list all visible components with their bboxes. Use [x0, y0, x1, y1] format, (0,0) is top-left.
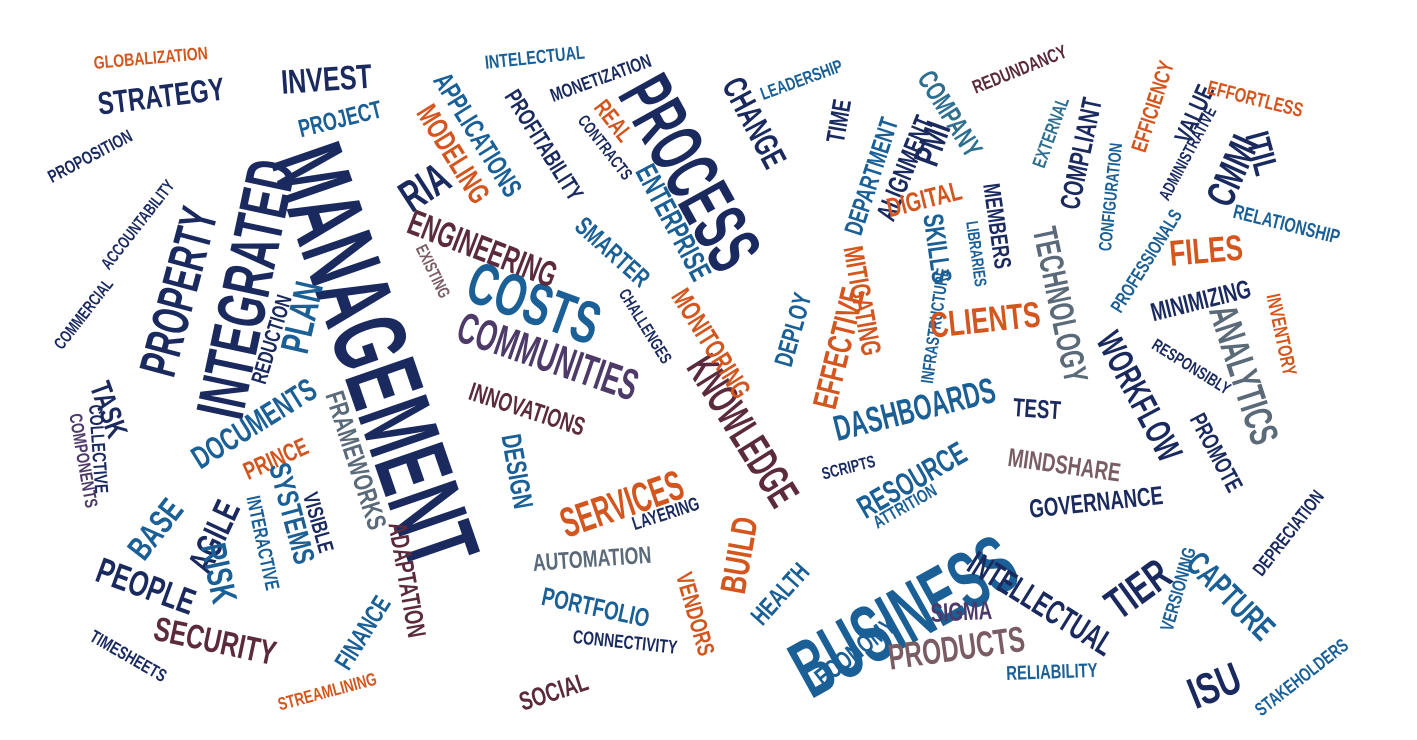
word-risk: RISK [192, 539, 246, 607]
word-vendors: VENDORS [669, 569, 720, 660]
word-clients: CLIENTS [927, 293, 1043, 346]
word-test: TEST [1012, 392, 1062, 426]
word-globalization: GLOBALIZATION [92, 43, 209, 73]
word-relationship: RELATIONSHIP [1230, 201, 1343, 249]
word-portfolio: PORTFOLIO [539, 581, 653, 634]
word-scripts: SCRIPTS [819, 451, 878, 484]
word-redundancy: REDUNDANCY [969, 41, 1071, 99]
word-commercial: COMMERCIAL [50, 274, 118, 354]
word-effortless: EFFORTLESS [1204, 77, 1306, 123]
word-leadership: LEADERSHIP [757, 55, 846, 104]
word-itil: ITIL [1237, 127, 1286, 180]
word-isu: ISU [1180, 653, 1249, 719]
word-security: SECURITY [150, 610, 280, 673]
word-reliability: RELIABILITY [1005, 659, 1098, 685]
word-deploy: DEPLOY [768, 289, 818, 370]
word-base: BASE [120, 491, 192, 568]
word-configuration: CONFIGURATION [1095, 142, 1127, 252]
word-intelectual: INTELECTUAL [483, 42, 586, 74]
word-files: FILES [1167, 226, 1245, 274]
word-automation: AUTOMATION [531, 541, 653, 577]
word-build: BUILD [712, 513, 766, 597]
word-depreciation: DEPRECIATION [1249, 486, 1329, 581]
word-invest: INVEST [279, 57, 374, 102]
word-strategy: STRATEGY [95, 70, 227, 122]
word-proposition: PROPOSITION [44, 125, 136, 187]
word-time: TIME [820, 96, 858, 145]
word-inventory: INVENTORY [1261, 291, 1301, 378]
word-connectivity: CONNECTIVITY [571, 627, 679, 659]
word-streamlining: STREAMLINING [275, 668, 379, 715]
word-smarter: SMARTER [569, 210, 657, 294]
word-sigma: SIGMA [929, 594, 993, 628]
word-social: SOCIAL [515, 666, 592, 717]
word-dashboards: DASHBOARDS [829, 369, 1000, 449]
word-mindshare: MINDSHARE [1006, 442, 1123, 488]
word-finance: FINANCE [328, 590, 397, 675]
word-design: DESIGN [495, 431, 540, 512]
word-stakeholders: STAKEHOLDERS [1251, 635, 1353, 721]
word-efficiency: EFFICIENCY [1126, 57, 1179, 156]
word-governance: GOVERNANCE [1027, 479, 1165, 524]
